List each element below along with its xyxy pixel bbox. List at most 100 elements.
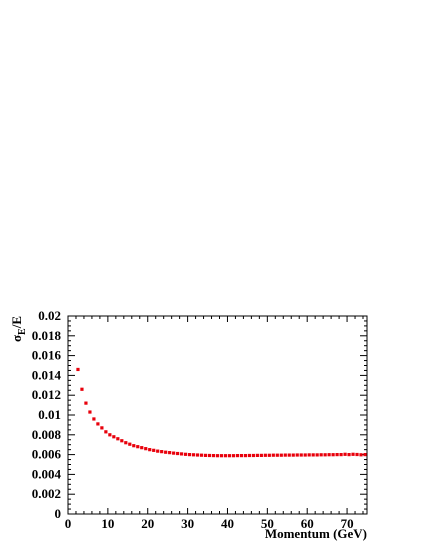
data-point bbox=[359, 453, 363, 457]
y-tick-label: 0.012 bbox=[32, 387, 61, 402]
y-tick-label: 0.018 bbox=[32, 328, 62, 343]
data-point bbox=[144, 447, 148, 451]
data-point bbox=[263, 453, 267, 457]
y-tick-label: 0.004 bbox=[32, 466, 62, 481]
y-tick-label: 0 bbox=[55, 506, 62, 521]
data-point bbox=[239, 453, 244, 458]
data-point bbox=[187, 453, 192, 457]
data-point bbox=[160, 450, 164, 454]
data-point bbox=[251, 453, 255, 458]
data-point bbox=[148, 448, 152, 452]
data-point bbox=[203, 453, 208, 457]
y-axis-label-subscript: E bbox=[17, 328, 28, 335]
data-point bbox=[315, 453, 319, 457]
y-tick-label: 0.02 bbox=[38, 308, 61, 323]
data-point bbox=[88, 410, 92, 414]
data-point bbox=[363, 453, 367, 457]
data-point bbox=[279, 453, 283, 457]
data-point bbox=[136, 445, 140, 449]
y-tick-label: 0.016 bbox=[32, 348, 62, 363]
plot-frame bbox=[67, 315, 368, 515]
data-point bbox=[211, 453, 216, 458]
data-point bbox=[120, 439, 124, 443]
y-axis-label: σE/E bbox=[9, 316, 28, 342]
data-point bbox=[172, 451, 176, 455]
data-point bbox=[307, 453, 311, 457]
x-tick-label: 70 bbox=[341, 516, 354, 531]
data-point bbox=[295, 453, 299, 457]
data-point bbox=[191, 453, 196, 457]
data-point bbox=[108, 433, 112, 437]
data-point bbox=[335, 453, 339, 457]
data-point bbox=[339, 453, 343, 457]
data-point bbox=[84, 401, 88, 405]
data-point bbox=[128, 442, 132, 446]
data-point bbox=[124, 441, 128, 445]
y-tick-label: 0.002 bbox=[32, 486, 61, 501]
x-tick-label: 0 bbox=[65, 516, 72, 531]
data-point bbox=[331, 453, 335, 457]
data-point bbox=[243, 453, 248, 458]
data-point bbox=[219, 454, 224, 458]
data-point bbox=[207, 453, 212, 458]
data-point bbox=[96, 422, 100, 426]
x-axis-label: Momentum (GeV) bbox=[265, 526, 367, 541]
data-point bbox=[299, 453, 303, 457]
data-point bbox=[343, 452, 347, 456]
data-point bbox=[311, 453, 315, 457]
data-point bbox=[323, 453, 327, 457]
data-point bbox=[283, 453, 287, 457]
data-point bbox=[100, 426, 104, 430]
data-point bbox=[164, 450, 168, 454]
data-point bbox=[176, 451, 180, 456]
data-point bbox=[247, 453, 251, 458]
data-point bbox=[215, 454, 220, 458]
data-point bbox=[104, 430, 108, 434]
x-tick-label: 20 bbox=[141, 516, 154, 531]
y-tick-label: 0.006 bbox=[32, 447, 62, 462]
data-point bbox=[351, 452, 355, 456]
data-point bbox=[184, 452, 188, 456]
data-point bbox=[76, 367, 80, 372]
data-point bbox=[156, 449, 160, 453]
x-tick-label: 10 bbox=[101, 516, 114, 531]
y-axis-label-suffix: /E bbox=[9, 316, 24, 329]
data-point bbox=[275, 453, 279, 457]
data-points bbox=[76, 367, 367, 458]
data-point bbox=[231, 454, 236, 458]
axis-ticks: 0 10 20 30 40 50 60 70 0 0.002 0.004 0.006 0.008 0.01… bbox=[32, 308, 367, 531]
data-point bbox=[347, 453, 351, 457]
y-tick-label: 0.014 bbox=[32, 367, 62, 382]
y-tick-label: 0.01 bbox=[38, 407, 61, 422]
data-point bbox=[303, 453, 307, 457]
data-point bbox=[112, 435, 116, 439]
data-point bbox=[355, 452, 359, 457]
y-tick-label: 0.008 bbox=[32, 427, 62, 442]
x-tick-label: 30 bbox=[181, 516, 194, 531]
data-point bbox=[195, 453, 200, 457]
data-point bbox=[199, 453, 204, 457]
data-point bbox=[255, 453, 259, 457]
x-tick-label: 50 bbox=[261, 516, 274, 531]
y-axis-label-symbol: σ bbox=[9, 335, 24, 342]
data-point bbox=[223, 454, 228, 458]
data-point bbox=[140, 446, 144, 450]
data-point bbox=[291, 453, 295, 457]
data-point bbox=[180, 452, 184, 456]
data-point bbox=[80, 387, 84, 391]
data-point bbox=[259, 453, 263, 457]
data-point bbox=[319, 453, 323, 457]
x-tick-label: 40 bbox=[221, 516, 234, 531]
data-point bbox=[92, 417, 96, 421]
data-point bbox=[132, 444, 136, 448]
data-point bbox=[235, 453, 240, 458]
data-point bbox=[152, 448, 156, 452]
x-tick-label: 60 bbox=[301, 516, 314, 531]
data-point bbox=[267, 453, 271, 457]
data-point bbox=[227, 454, 232, 458]
data-point bbox=[116, 437, 120, 441]
data-point bbox=[287, 453, 291, 457]
data-point bbox=[327, 453, 331, 457]
data-point bbox=[168, 451, 172, 455]
